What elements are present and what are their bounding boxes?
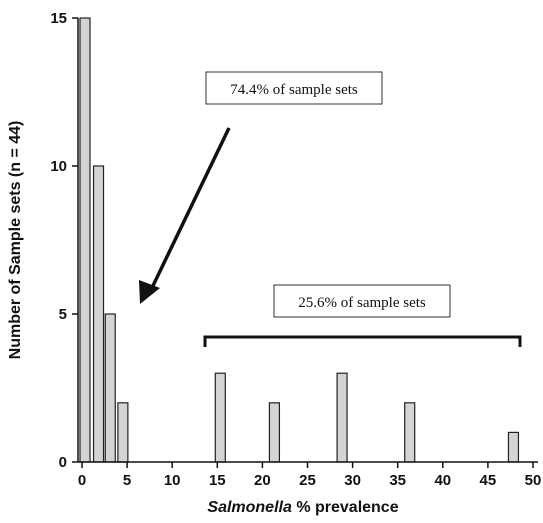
x-tick-label-7: 35 <box>389 472 406 489</box>
histogram-bar-0 <box>79 17 91 463</box>
annotation-box-low <box>205 71 383 105</box>
histogram-bar-4 <box>214 372 226 463</box>
x-tick-label-4: 20 <box>254 472 271 489</box>
annotation-text-low: 74.4% of sample sets <box>230 82 358 98</box>
y-tick-label-1: 5 <box>59 306 67 323</box>
histogram-bar-6 <box>336 372 348 463</box>
x-tick-label-6: 30 <box>344 472 361 489</box>
histogram-bar-3 <box>117 402 129 463</box>
y-tick-label-2: 10 <box>50 158 67 175</box>
x-axis-title: Salmonella % prevalence <box>207 499 398 516</box>
x-tick-label-8: 40 <box>434 472 451 489</box>
x-tick-label-2: 10 <box>164 472 181 489</box>
annotation-bracket <box>203 335 522 347</box>
x-tick-label-9: 45 <box>480 472 497 489</box>
histogram-bar-2 <box>104 313 116 463</box>
y-tick-label-0: 0 <box>59 454 67 471</box>
y-ticks-group: 0 5 10 15 <box>50 10 78 471</box>
y-tick-label-3: 15 <box>50 10 67 27</box>
x-tick-label-10: 50 <box>525 472 542 489</box>
x-tick-label-1: 5 <box>123 472 131 489</box>
histogram-bar-7 <box>404 402 416 463</box>
annotation-text-high: 25.6% of sample sets <box>298 295 426 311</box>
annotation-arrow-head <box>139 280 160 304</box>
annotation-box-high <box>273 284 451 318</box>
x-tick-label-5: 25 <box>299 472 316 489</box>
x-tick-label-3: 15 <box>209 472 226 489</box>
histogram-bar-1 <box>92 165 105 463</box>
bars-group <box>79 17 520 463</box>
histogram-bar-8 <box>507 431 520 463</box>
annotation-arrow <box>147 127 231 295</box>
x-ticks-group: 0 5 10 15 20 25 30 35 40 45 50 <box>78 462 542 489</box>
histogram-bar-5 <box>268 402 281 463</box>
y-axis-title: Number of Sample sets (n = 44) <box>7 121 24 360</box>
x-tick-label-0: 0 <box>78 472 86 489</box>
